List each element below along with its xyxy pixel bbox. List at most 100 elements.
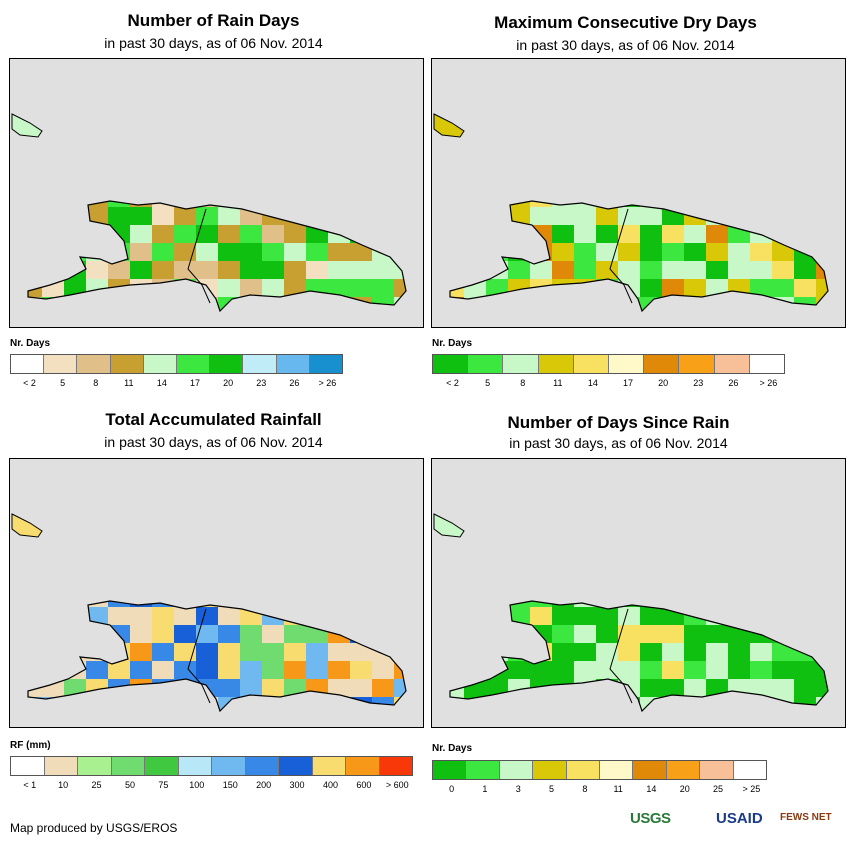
map-grid-cell bbox=[772, 207, 794, 225]
map-grid-cell bbox=[508, 697, 530, 711]
map-grid-cell bbox=[728, 601, 750, 607]
map-grid-cell bbox=[262, 279, 284, 297]
map-grid-cell bbox=[174, 643, 196, 661]
map-grid-cell bbox=[86, 607, 108, 625]
legend-label: 25 bbox=[91, 780, 102, 790]
legend-label: 26 bbox=[289, 378, 300, 388]
map-grid-cell bbox=[464, 715, 486, 727]
map-grid-cell bbox=[530, 607, 552, 625]
map-grid-cell bbox=[42, 261, 64, 279]
map-grid-cell bbox=[662, 601, 684, 607]
map-grid-cell bbox=[794, 261, 816, 279]
map-grid-cell bbox=[42, 243, 64, 261]
map-rain-days bbox=[9, 58, 424, 328]
map-grid-cell bbox=[64, 715, 86, 727]
map-grid-cell bbox=[86, 625, 108, 643]
legend-swatch bbox=[11, 355, 45, 373]
legend-swatch bbox=[44, 355, 78, 373]
map-grid-cell bbox=[42, 315, 64, 327]
map-grid-cell bbox=[816, 201, 828, 207]
map-grid-cell bbox=[174, 279, 196, 297]
panel-subtitle: in past 30 days, as of 06 Nov. 2014 bbox=[104, 35, 323, 51]
map-grid-cell bbox=[42, 201, 64, 207]
map-grid-cell bbox=[42, 643, 64, 661]
map-grid-cell bbox=[772, 607, 794, 625]
map-grid-cell bbox=[508, 207, 530, 225]
map-grid-cell bbox=[486, 243, 508, 261]
map-grid-cell bbox=[816, 715, 838, 727]
map-grid-cell bbox=[394, 261, 406, 279]
legend-swatch bbox=[309, 355, 343, 373]
map-grid-cell bbox=[240, 601, 262, 607]
map-grid-cell bbox=[284, 625, 306, 643]
map-grid-cell bbox=[728, 715, 750, 727]
legend-label: 200 bbox=[256, 780, 272, 790]
map-grid-cell bbox=[240, 625, 262, 643]
legend-swatch bbox=[379, 757, 412, 775]
map-grid-cell bbox=[750, 279, 772, 297]
map-grid-cell bbox=[284, 661, 306, 679]
map-grid-cell bbox=[750, 661, 772, 679]
map-grid-cell bbox=[596, 607, 618, 625]
legend-label: 17 bbox=[190, 378, 201, 388]
map-grid-cell bbox=[328, 261, 350, 279]
map-grid-cell bbox=[196, 207, 218, 225]
map-grid-cell bbox=[328, 225, 350, 243]
map-grid-cell bbox=[464, 643, 486, 661]
map-grid-cell bbox=[772, 625, 794, 643]
map-grid-cell bbox=[684, 601, 706, 607]
map-grid-cell bbox=[530, 201, 552, 207]
map-grid-cell bbox=[152, 207, 174, 225]
map-grid-cell bbox=[618, 661, 640, 679]
map-grid-cell bbox=[750, 679, 772, 697]
map-grid-cell bbox=[64, 225, 86, 243]
legend-swatch bbox=[78, 757, 112, 775]
map-grid-cell bbox=[284, 243, 306, 261]
map-grid-cell bbox=[662, 279, 684, 297]
legend-swatch bbox=[44, 757, 78, 775]
map-grid-cell bbox=[530, 601, 552, 607]
map-grid-cell bbox=[640, 279, 662, 297]
map-grid-cell bbox=[218, 225, 240, 243]
map-grid-cell bbox=[64, 601, 86, 607]
map-grid-cell bbox=[464, 297, 486, 311]
map-grid-cell bbox=[130, 279, 152, 297]
map-grid-cell bbox=[306, 679, 328, 697]
map-grid-cell bbox=[130, 661, 152, 679]
map-grid-cell bbox=[772, 297, 794, 311]
map-grid-cell bbox=[574, 261, 596, 279]
map-grid-cell bbox=[152, 297, 174, 311]
map-grid-cell bbox=[108, 625, 130, 643]
map-max-dry-days bbox=[431, 58, 846, 328]
map-grid-cell bbox=[618, 243, 640, 261]
map-grid-cell bbox=[350, 315, 372, 327]
map-grid-cell bbox=[450, 643, 464, 661]
map-grid-cell bbox=[284, 697, 306, 711]
legend-swatch bbox=[700, 761, 734, 779]
map-grid-cell bbox=[596, 601, 618, 607]
cuba-outline bbox=[433, 513, 465, 538]
map-grid-cell bbox=[350, 297, 372, 311]
map-grid-cell bbox=[42, 661, 64, 679]
map-grid-cell bbox=[640, 661, 662, 679]
legend-label: 8 bbox=[93, 378, 99, 388]
legend-swatch bbox=[533, 761, 567, 779]
legend-label: 11 bbox=[124, 378, 134, 388]
map-grid-cell bbox=[574, 315, 596, 327]
panel-total-rainfall: Total Accumulated Rainfall in past 30 da… bbox=[0, 400, 427, 800]
map-grid-cell bbox=[262, 679, 284, 697]
map-grid-cell bbox=[20, 715, 42, 727]
legend-swatch bbox=[178, 757, 212, 775]
map-grid-cell bbox=[108, 697, 130, 711]
legend-label: 23 bbox=[256, 378, 267, 388]
legend-label: 75 bbox=[158, 780, 169, 790]
map-grid-cell bbox=[328, 625, 350, 643]
map-grid-cell bbox=[794, 225, 816, 243]
map-grid-cell bbox=[640, 201, 662, 207]
panel-title: Number of Rain Days bbox=[127, 11, 300, 30]
map-grid-cell bbox=[618, 643, 640, 661]
map-grid-cell bbox=[174, 697, 196, 711]
map-grid-cell bbox=[662, 225, 684, 243]
map-grid-cell bbox=[552, 207, 574, 225]
map-grid-cell bbox=[530, 225, 552, 243]
